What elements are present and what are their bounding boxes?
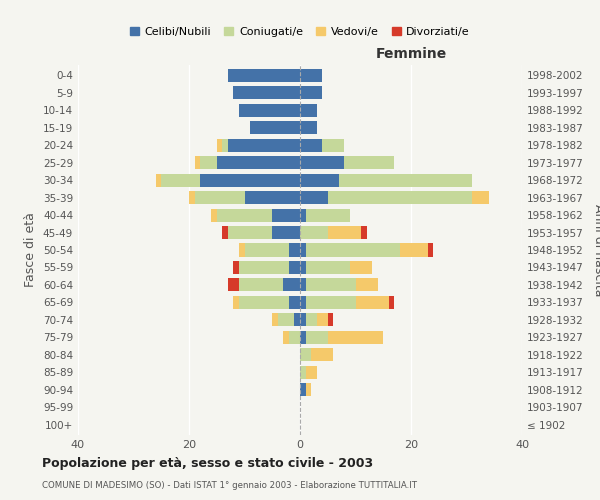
Bar <box>222 226 228 239</box>
Bar <box>300 348 311 362</box>
Bar <box>295 314 300 326</box>
Text: Popolazione per età, sesso e stato civile - 2003: Popolazione per età, sesso e stato civil… <box>42 458 373 470</box>
Bar <box>300 86 322 100</box>
Bar <box>239 244 245 256</box>
Bar <box>300 191 328 204</box>
Bar <box>239 104 300 117</box>
Bar <box>300 138 322 152</box>
Bar <box>289 261 300 274</box>
Legend: Celibi/Nubili, Coniugati/e, Vedovi/e, Divorziati/e: Celibi/Nubili, Coniugati/e, Vedovi/e, Di… <box>125 22 475 42</box>
Bar <box>344 156 394 170</box>
Bar <box>305 208 350 222</box>
Bar <box>305 383 311 396</box>
Bar <box>300 261 305 274</box>
Bar <box>317 314 328 326</box>
Bar <box>328 226 361 239</box>
Bar <box>305 314 317 326</box>
Bar <box>289 296 300 309</box>
Bar <box>272 226 300 239</box>
Bar <box>428 244 433 256</box>
Bar <box>194 191 245 204</box>
Bar <box>245 244 289 256</box>
Bar <box>217 156 300 170</box>
Bar <box>322 138 344 152</box>
Bar <box>305 330 328 344</box>
Bar <box>239 278 283 291</box>
Bar <box>300 208 305 222</box>
Bar <box>233 296 239 309</box>
Bar <box>300 366 305 378</box>
Bar <box>189 191 194 204</box>
Bar <box>305 261 350 274</box>
Bar <box>161 174 200 186</box>
Text: Femmine: Femmine <box>376 48 446 62</box>
Bar <box>194 156 200 170</box>
Bar <box>283 278 300 291</box>
Bar <box>300 296 305 309</box>
Bar <box>300 314 305 326</box>
Bar <box>389 296 394 309</box>
Bar <box>305 244 400 256</box>
Bar <box>311 348 334 362</box>
Bar <box>272 314 278 326</box>
Bar <box>305 366 317 378</box>
Bar <box>239 261 289 274</box>
Bar <box>300 244 305 256</box>
Bar <box>222 138 228 152</box>
Bar <box>228 278 239 291</box>
Bar <box>217 138 222 152</box>
Bar <box>239 296 289 309</box>
Bar <box>300 69 322 82</box>
Bar <box>228 69 300 82</box>
Bar <box>355 278 378 291</box>
Bar <box>289 244 300 256</box>
Bar <box>245 191 300 204</box>
Bar <box>339 174 472 186</box>
Bar <box>300 104 317 117</box>
Bar <box>217 208 272 222</box>
Bar <box>361 226 367 239</box>
Bar <box>155 174 161 186</box>
Bar <box>328 314 334 326</box>
Bar <box>283 330 289 344</box>
Bar <box>300 383 305 396</box>
Bar <box>328 191 472 204</box>
Bar <box>355 296 389 309</box>
Bar <box>278 314 295 326</box>
Bar <box>289 330 300 344</box>
Bar <box>300 226 328 239</box>
Bar <box>305 278 355 291</box>
Bar <box>200 156 217 170</box>
Bar <box>300 278 305 291</box>
Bar <box>400 244 428 256</box>
Bar <box>272 208 300 222</box>
Bar <box>300 156 344 170</box>
Bar <box>233 261 239 274</box>
Bar <box>472 191 488 204</box>
Bar <box>200 174 300 186</box>
Text: COMUNE DI MADESIMO (SO) - Dati ISTAT 1° gennaio 2003 - Elaborazione TUTTITALIA.I: COMUNE DI MADESIMO (SO) - Dati ISTAT 1° … <box>42 480 417 490</box>
Bar <box>211 208 217 222</box>
Y-axis label: Fasce di età: Fasce di età <box>25 212 37 288</box>
Bar <box>350 261 372 274</box>
Bar <box>305 296 355 309</box>
Bar <box>328 330 383 344</box>
Bar <box>300 122 317 134</box>
Bar <box>300 174 339 186</box>
Bar <box>300 330 305 344</box>
Bar <box>228 226 272 239</box>
Bar <box>250 122 300 134</box>
Y-axis label: Anni di nascita: Anni di nascita <box>592 204 600 296</box>
Bar <box>228 138 300 152</box>
Bar <box>233 86 300 100</box>
